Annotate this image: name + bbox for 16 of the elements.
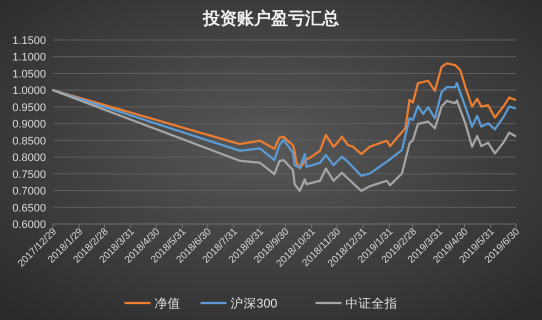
y-tick-label: 0.7500 [12, 168, 46, 181]
y-tick-label: 1.1500 [12, 35, 46, 47]
y-tick-label: 0.8500 [12, 135, 46, 148]
y-tick-label: 1.1000 [12, 52, 46, 64]
legend-label: 中证全指 [346, 296, 398, 310]
y-tick-label: 0.8000 [12, 152, 46, 164]
y-tick-label: 1.0000 [12, 85, 46, 98]
legend-label: 沪深300 [230, 296, 278, 310]
y-tick-label: 0.6000 [12, 219, 46, 231]
y-tick-label: 0.9500 [12, 102, 46, 114]
y-tick-label: 0.9000 [12, 118, 46, 131]
legend-label: 净值 [154, 296, 180, 310]
y-tick-label: 0.7000 [12, 186, 46, 198]
y-tick-label: 0.6500 [12, 202, 46, 214]
y-tick-label: 1.0500 [12, 68, 46, 80]
chart-title: 投资账户盈亏汇总 [202, 9, 339, 28]
